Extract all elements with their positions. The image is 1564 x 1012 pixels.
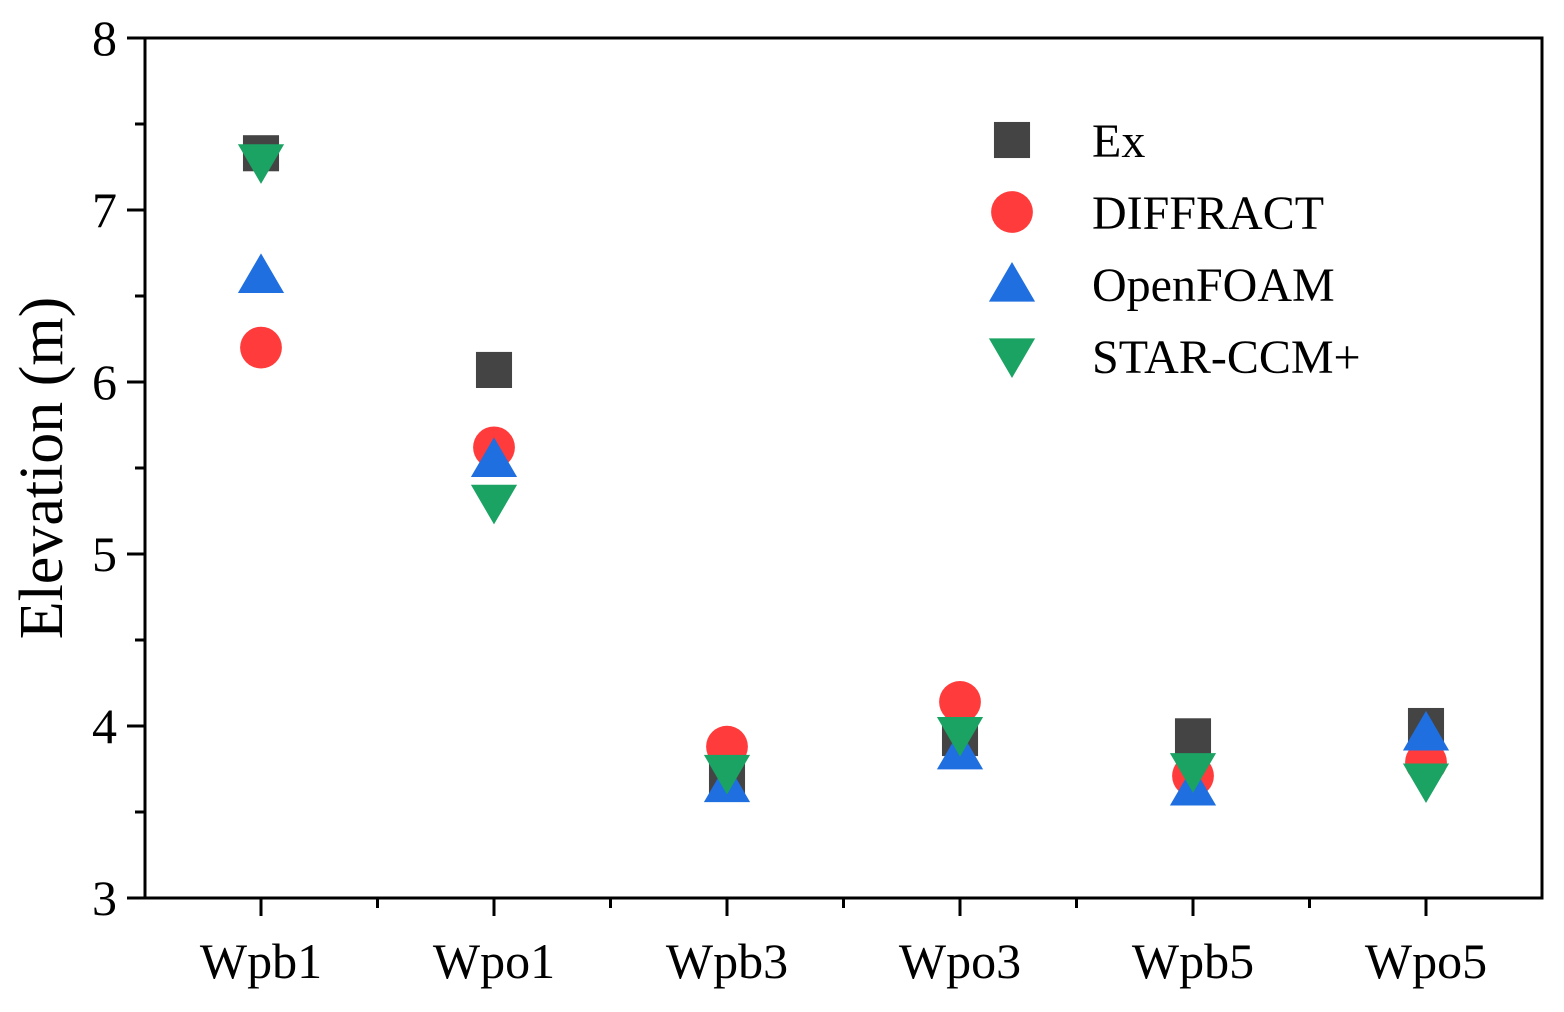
x-axis-ticks: Wpb1 Wpo1 Wpb3 Wpo3 Wpb5 Wpo5 [200, 898, 1487, 989]
data-point-diffract-wpo3 [939, 681, 981, 723]
legend: Ex DIFFRACT OpenFOAM STAR-CCM+ [988, 115, 1361, 384]
y-tick-label: 3 [92, 870, 117, 926]
data-point-star-ccm--wpo5 [1402, 763, 1450, 804]
data-point-ex-wpb5 [1174, 718, 1212, 755]
data-point-star-ccm--wpo1 [470, 484, 518, 525]
y-tick-label: 4 [92, 698, 117, 754]
legend-marker-openfoam [988, 262, 1036, 302]
legend-marker-ex [993, 121, 1031, 159]
data-point-star-ccm--wpo3 [936, 717, 984, 757]
data-point-star-ccm--wpb3 [703, 754, 751, 795]
data-point-openfoam-wpo5 [1402, 710, 1450, 751]
legend-marker-diffract [991, 191, 1033, 233]
y-tick-label: 5 [92, 526, 117, 582]
legend-label-star-ccm-: STAR-CCM+ [1092, 331, 1361, 384]
y-axis-ticks: 3 4 5 6 7 8 [92, 10, 145, 926]
legend-label-openfoam: OpenFOAM [1092, 259, 1335, 312]
y-tick-label: 7 [92, 182, 117, 238]
x-tick-label: Wpb1 [200, 933, 322, 989]
x-tick-label: Wpb3 [666, 933, 788, 989]
legend-label-diffract: DIFFRACT [1092, 187, 1324, 240]
x-tick-label: Wpo1 [433, 933, 555, 989]
data-point-diffract-wpb1 [240, 326, 282, 369]
data-point-openfoam-wpo1 [470, 437, 518, 477]
data-point-star-ccm--wpb1 [237, 144, 285, 184]
data-points [237, 135, 1450, 806]
y-tick-label: 6 [92, 354, 117, 410]
y-tick-label: 8 [92, 10, 117, 66]
data-point-ex-wpo1 [475, 351, 513, 388]
x-tick-label: Wpo5 [1365, 933, 1487, 989]
data-point-star-ccm--wpb5 [1169, 753, 1217, 793]
data-point-openfoam-wpb1 [237, 253, 285, 293]
plot-frame [143, 36, 1544, 900]
x-tick-label: Wpo3 [899, 933, 1021, 989]
y-axis-title: Elevation (m) [8, 297, 76, 640]
legend-label-ex: Ex [1092, 115, 1145, 168]
x-tick-label: Wpb5 [1132, 933, 1254, 989]
legend-marker-star-ccm- [988, 338, 1036, 378]
